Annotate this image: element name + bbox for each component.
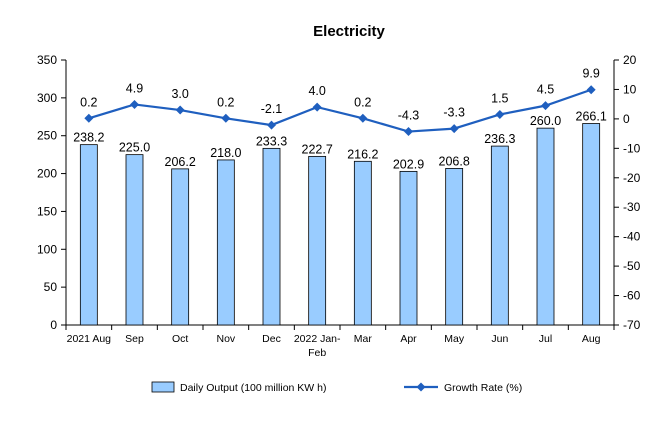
- x-tick-label: Sep: [125, 333, 144, 345]
- x-tick-label: Apr: [400, 333, 417, 345]
- growth-rate-point: [84, 113, 94, 123]
- line-data-label: 0.2: [217, 95, 234, 109]
- bar-data-label: 206.8: [439, 154, 470, 168]
- x-tick-label: 2022 Jan-: [294, 333, 341, 345]
- bar-data-label: 238.2: [73, 131, 104, 145]
- x-tick-label: Jul: [539, 333, 552, 345]
- left-tick-label: 150: [37, 204, 57, 218]
- growth-rate-point: [267, 120, 276, 130]
- growth-rate-point: [404, 127, 413, 137]
- x-tick-label: Aug: [582, 333, 601, 345]
- growth-rate-point: [449, 124, 459, 134]
- x-tick-label: Nov: [216, 333, 235, 345]
- line-data-label: -2.1: [261, 102, 283, 116]
- line-data-label: 0.2: [80, 95, 97, 109]
- bar: [125, 154, 144, 326]
- right-tick-label: -30: [623, 200, 641, 214]
- bar: [79, 144, 98, 326]
- bar: [353, 160, 372, 326]
- bar: [445, 168, 464, 326]
- line-data-label: -3.3: [443, 106, 465, 120]
- growth-rate-point: [221, 113, 231, 123]
- right-tick-label: -40: [623, 230, 641, 244]
- bar: [171, 168, 190, 326]
- left-tick-label: 250: [37, 129, 57, 143]
- bar-data-label: 222.7: [302, 142, 333, 156]
- x-tick-label: Mar: [354, 333, 373, 345]
- bar-data-label: 216.2: [347, 147, 378, 161]
- legend-bar-label: Daily Output (100 million KW h): [180, 382, 326, 394]
- chart-title: Electricity: [313, 23, 385, 40]
- left-tick-label: 350: [37, 53, 57, 67]
- bar: [262, 147, 281, 326]
- x-tick-label: Oct: [172, 333, 188, 345]
- growth-rate-point: [312, 102, 322, 112]
- line-data-label: 4.0: [308, 84, 325, 98]
- left-tick-label: 50: [44, 280, 58, 294]
- bar-data-label: 236.3: [484, 132, 515, 146]
- growth-rate-point: [586, 85, 596, 95]
- bar: [536, 127, 555, 326]
- bar-data-label: 225.0: [119, 141, 150, 155]
- right-tick-label: -70: [623, 318, 641, 332]
- x-tick-label: May: [444, 333, 465, 345]
- right-tick-label: -20: [623, 171, 641, 185]
- bar-data-label: 202.9: [393, 157, 424, 171]
- bar-data-label: 266.1: [576, 110, 607, 124]
- line-data-label: 3.0: [171, 87, 188, 101]
- line-data-label: 9.9: [582, 67, 599, 81]
- growth-rate-line: [88, 88, 592, 133]
- bar: [216, 159, 235, 326]
- legend-line-marker: [416, 382, 426, 392]
- line-data-label: -4.3: [398, 109, 420, 123]
- growth-rate-point: [495, 109, 505, 119]
- line-data-label: 4.5: [537, 83, 554, 97]
- right-tick-label: 10: [623, 82, 637, 96]
- right-tick-label: 0: [623, 112, 630, 126]
- right-tick-label: 20: [623, 53, 637, 67]
- bar-data-label: 260.0: [530, 114, 561, 128]
- growth-rate-point: [358, 113, 368, 123]
- bar-data-label: 233.3: [256, 134, 287, 148]
- growth-rate-point: [130, 99, 139, 109]
- left-tick-label: 100: [37, 242, 57, 256]
- line-data-label: 1.5: [491, 91, 508, 105]
- bar: [308, 155, 327, 326]
- bar-data-label: 218.0: [210, 146, 241, 160]
- line-data-label: 0.2: [354, 95, 371, 109]
- bar-data-label: 206.2: [165, 155, 196, 169]
- x-tick-label: Jun: [491, 333, 508, 345]
- growth-rate-point: [541, 101, 550, 111]
- right-tick-label: -60: [623, 289, 641, 303]
- right-tick-label: -10: [623, 141, 641, 155]
- x-tick-label: 2021 Aug: [67, 333, 112, 345]
- bar: [490, 145, 509, 326]
- bar: [399, 170, 418, 326]
- right-tick-label: -50: [623, 259, 641, 273]
- left-tick-label: 300: [37, 91, 57, 105]
- left-tick-label: 200: [37, 167, 57, 181]
- x-tick-label: Feb: [308, 347, 326, 359]
- line-data-label: 4.9: [126, 81, 143, 95]
- x-tick-label: Dec: [262, 333, 281, 345]
- legend-bar-swatch: [151, 381, 175, 393]
- left-tick-label: 0: [50, 318, 57, 332]
- bar: [582, 123, 601, 326]
- legend-line-label: Growth Rate (%): [444, 382, 522, 394]
- growth-rate-point: [175, 105, 185, 115]
